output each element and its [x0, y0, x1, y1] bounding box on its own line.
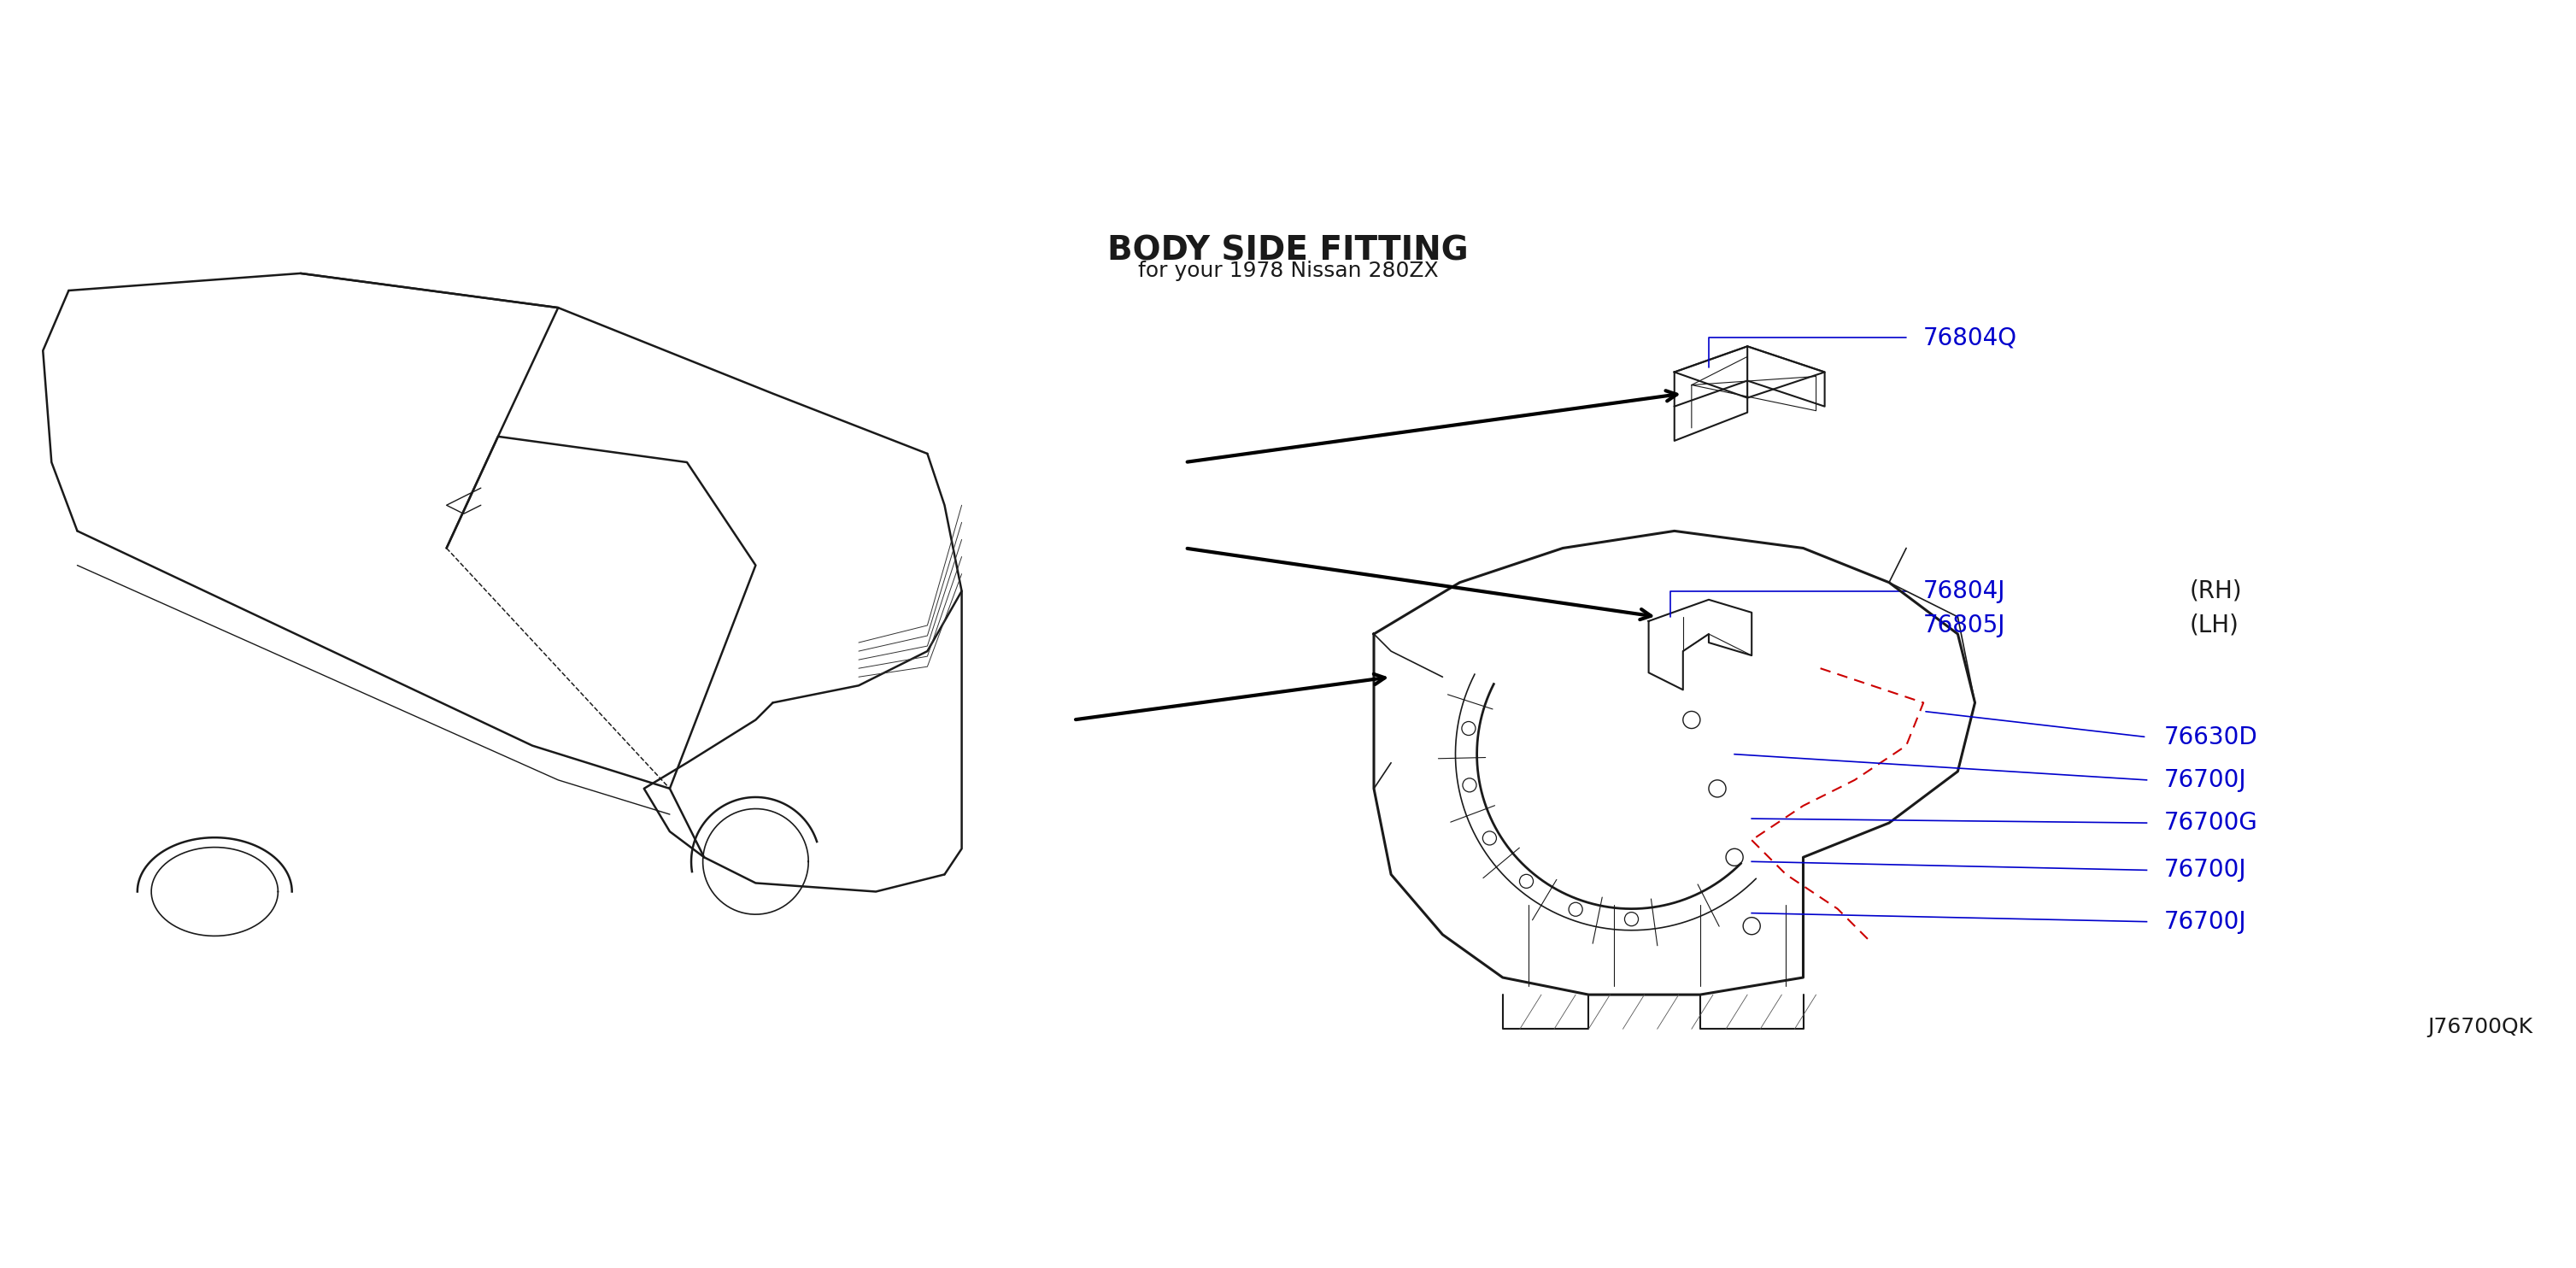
Text: 76805J: 76805J — [1924, 614, 2007, 638]
Text: 76630D: 76630D — [2164, 725, 2257, 749]
Text: 76700G: 76700G — [2164, 812, 2257, 834]
Text: for your 1978 Nissan 280ZX: for your 1978 Nissan 280ZX — [1139, 260, 1437, 281]
Text: 76804J: 76804J — [1924, 579, 2007, 604]
Text: 76700J: 76700J — [2164, 768, 2246, 792]
Text: BODY SIDE FITTING: BODY SIDE FITTING — [1108, 235, 1468, 268]
Text: (LH): (LH) — [2190, 614, 2239, 638]
Text: 76804Q: 76804Q — [1924, 326, 2017, 350]
Text: 76700J: 76700J — [2164, 909, 2246, 933]
Text: J76700QK: J76700QK — [2427, 1017, 2532, 1037]
Text: (RH): (RH) — [2190, 579, 2241, 604]
Text: 76700J: 76700J — [2164, 858, 2246, 883]
